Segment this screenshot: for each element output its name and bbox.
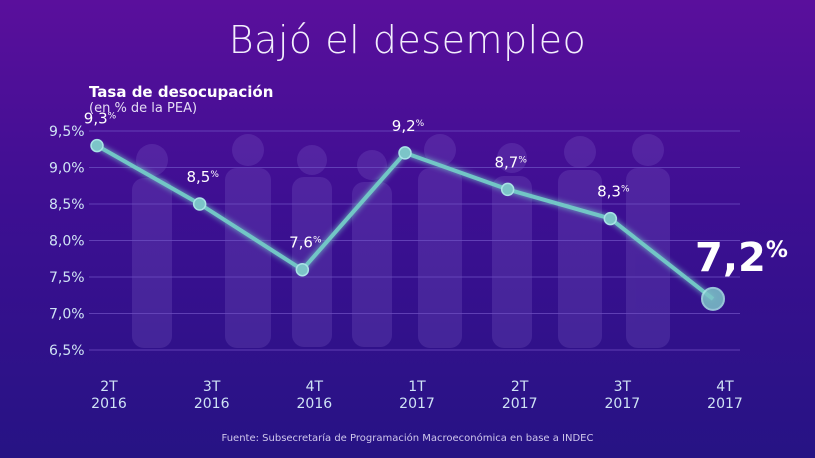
- source-note: Fuente: Subsecretaría de Programación Ma…: [221, 433, 594, 444]
- data-point: [90, 138, 104, 153]
- x-tick-label: 2T: [100, 379, 118, 395]
- y-tick-label: 8,5%: [49, 197, 85, 213]
- x-tick-label: 2017: [399, 396, 435, 412]
- x-tick-label: 2017: [502, 396, 538, 412]
- y-tick-label: 7,5%: [49, 270, 85, 286]
- x-tick-label: 4T: [306, 379, 324, 395]
- y-tick-label: 8,0%: [49, 234, 85, 250]
- x-tick-label: 3T: [614, 379, 632, 395]
- x-tick-label: 2T: [511, 379, 529, 395]
- data-label: 8,5%: [186, 168, 219, 186]
- y-tick-label: 6,5%: [49, 343, 85, 359]
- x-tick-label: 2017: [605, 396, 641, 412]
- y-tick-label: 9,5%: [49, 124, 85, 140]
- x-tick-label: 2016: [194, 396, 230, 412]
- page-title: Bajó el desempleo: [228, 18, 587, 62]
- chart-subtitle: (en % de la PEA): [89, 101, 198, 116]
- x-tick-label: 2016: [297, 396, 333, 412]
- data-label: 9,3%: [84, 110, 117, 128]
- data-label: 8,7%: [494, 153, 527, 171]
- data-label: 9,2%: [392, 117, 425, 135]
- x-tick-label: 2016: [91, 396, 127, 412]
- x-tick-label: 4T: [716, 379, 734, 395]
- data-point: [398, 146, 412, 160]
- x-tick-label: 2017: [707, 396, 743, 412]
- data-point: [500, 182, 515, 197]
- y-tick-label: 7,0%: [49, 307, 85, 323]
- data-point: [603, 211, 618, 226]
- x-tick-label: 1T: [408, 379, 426, 395]
- y-tick-label: 9,0%: [49, 161, 85, 177]
- x-tick-label: 3T: [203, 379, 221, 395]
- data-point: [701, 286, 725, 311]
- data-label: 7,6%: [289, 234, 322, 252]
- data-label-highlight: 7,2%: [695, 235, 788, 281]
- data-point: [295, 262, 310, 277]
- chart-title: Tasa de desocupación: [89, 83, 274, 101]
- data-label: 8,3%: [597, 183, 630, 201]
- data-point: [192, 197, 207, 211]
